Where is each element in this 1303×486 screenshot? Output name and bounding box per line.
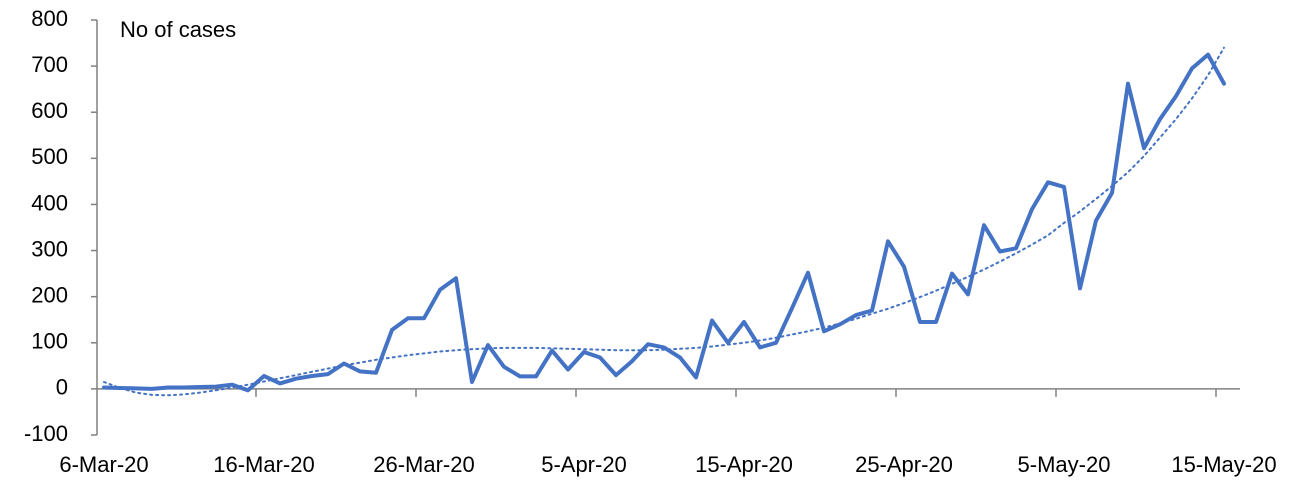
y-tick-label: 600: [31, 98, 68, 123]
data-line: [102, 52, 1226, 393]
y-tick-label: 500: [31, 144, 68, 169]
x-tick-label: 15-Apr-20: [695, 452, 793, 477]
y-tick-label: 0: [56, 375, 68, 400]
x-tick-label: 6-Mar-20: [59, 452, 148, 477]
y-tick-label: 700: [31, 52, 68, 77]
x-tick-label: 15-May-20: [1171, 452, 1276, 477]
x-tick-label: 25-Apr-20: [855, 452, 953, 477]
y-tick-label: 400: [31, 190, 68, 215]
y-tick-label: -100: [24, 421, 68, 446]
x-tick-label: 5-May-20: [1018, 452, 1111, 477]
y-tick-label: 200: [31, 282, 68, 307]
y-tick-label: 800: [31, 6, 68, 31]
y-tick-label: 100: [31, 329, 68, 354]
y-tick-label: 300: [31, 236, 68, 261]
trend-line: [103, 46, 1225, 397]
x-tick-label: 26-Mar-20: [373, 452, 474, 477]
x-tick-label: 16-Mar-20: [213, 452, 314, 477]
y-axis-label: No of cases: [120, 17, 236, 42]
x-tick-label: 5-Apr-20: [541, 452, 627, 477]
